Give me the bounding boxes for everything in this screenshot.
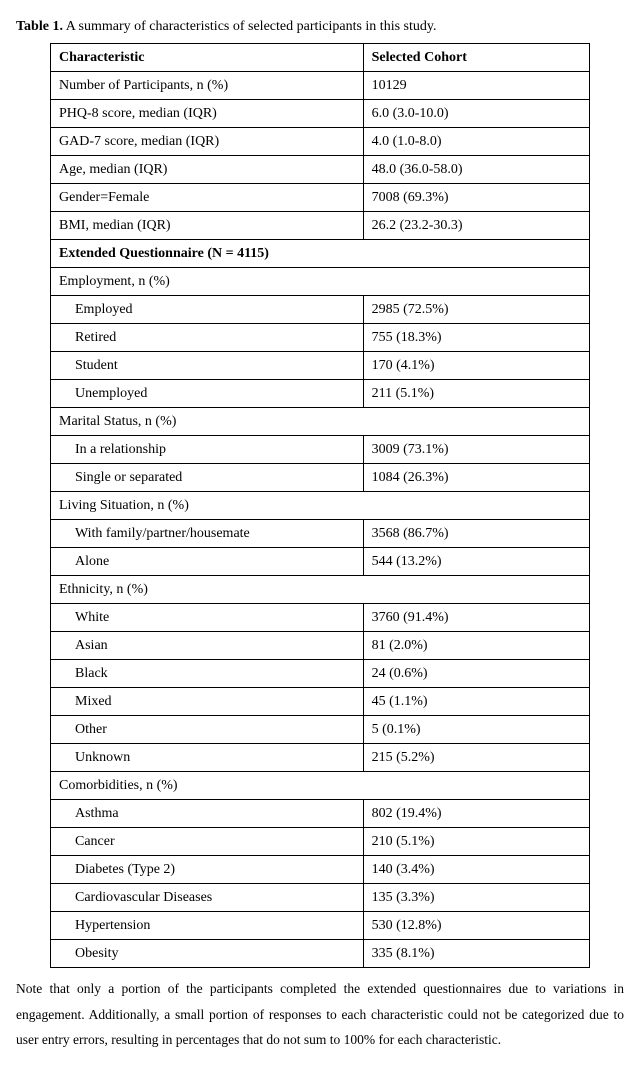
cell-characteristic: Alone [51,548,364,576]
cell-characteristic: Retired [51,324,364,352]
table-row: Hypertension530 (12.8%) [51,912,590,940]
table-row: Student170 (4.1%) [51,352,590,380]
cell-value: 24 (0.6%) [363,660,589,688]
table-row: White3760 (91.4%) [51,604,590,632]
table-row: Unemployed211 (5.1%) [51,380,590,408]
cell-value: 26.2 (23.2-30.3) [363,212,589,240]
cell-value: 10129 [363,72,589,100]
table-row: Single or separated1084 (26.3%) [51,464,590,492]
table-row: Age, median (IQR)48.0 (36.0-58.0) [51,156,590,184]
cell-value: 81 (2.0%) [363,632,589,660]
cell-value: 802 (19.4%) [363,800,589,828]
table-row: BMI, median (IQR)26.2 (23.2-30.3) [51,212,590,240]
table-row: Unknown215 (5.2%) [51,744,590,772]
table-row: Mixed45 (1.1%) [51,688,590,716]
table-row: Retired755 (18.3%) [51,324,590,352]
table-row: Diabetes (Type 2)140 (3.4%) [51,856,590,884]
cell-value: 1084 (26.3%) [363,464,589,492]
cell-characteristic: Hypertension [51,912,364,940]
cell-characteristic: Other [51,716,364,744]
cell-value: 6.0 (3.0-10.0) [363,100,589,128]
cell-value: 335 (8.1%) [363,940,589,968]
table-row: GAD-7 score, median (IQR)4.0 (1.0-8.0) [51,128,590,156]
cell-characteristic: Marital Status, n (%) [51,408,590,436]
cell-characteristic: Unemployed [51,380,364,408]
cell-characteristic: In a relationship [51,436,364,464]
cell-characteristic: With family/partner/housemate [51,520,364,548]
cell-characteristic: Black [51,660,364,688]
cell-value: 48.0 (36.0-58.0) [363,156,589,184]
cell-value: 3568 (86.7%) [363,520,589,548]
header-characteristic: Characteristic [51,44,364,72]
cell-characteristic: Cardiovascular Diseases [51,884,364,912]
cell-characteristic: Ethnicity, n (%) [51,576,590,604]
table-row: Marital Status, n (%) [51,408,590,436]
cell-value: 530 (12.8%) [363,912,589,940]
cell-characteristic: Age, median (IQR) [51,156,364,184]
cell-characteristic: PHQ-8 score, median (IQR) [51,100,364,128]
table-row: Other5 (0.1%) [51,716,590,744]
cell-characteristic: Living Situation, n (%) [51,492,590,520]
caption-label: Table 1. [16,19,63,34]
table-row: Gender=Female7008 (69.3%) [51,184,590,212]
caption-text: A summary of characteristics of selected… [66,19,437,34]
cell-characteristic: Student [51,352,364,380]
cell-characteristic: Single or separated [51,464,364,492]
cell-characteristic: Employed [51,296,364,324]
cell-characteristic: Diabetes (Type 2) [51,856,364,884]
cell-value: 544 (13.2%) [363,548,589,576]
cell-characteristic: Mixed [51,688,364,716]
cell-value: 170 (4.1%) [363,352,589,380]
cell-characteristic: Unknown [51,744,364,772]
table-row: Employment, n (%) [51,268,590,296]
header-cohort: Selected Cohort [363,44,589,72]
table-row: Black24 (0.6%) [51,660,590,688]
table-row: Asthma802 (19.4%) [51,800,590,828]
cell-characteristic: Employment, n (%) [51,268,590,296]
cell-value: 140 (3.4%) [363,856,589,884]
cell-value: 210 (5.1%) [363,828,589,856]
table-row: Asian81 (2.0%) [51,632,590,660]
table-row: Employed2985 (72.5%) [51,296,590,324]
cell-characteristic: Comorbidities, n (%) [51,772,590,800]
table-caption: Table 1. A summary of characteristics of… [16,16,624,37]
table-row: Alone544 (13.2%) [51,548,590,576]
characteristics-table: Characteristic Selected Cohort Number of… [50,43,590,968]
cell-characteristic: White [51,604,364,632]
cell-characteristic: Cancer [51,828,364,856]
cell-value: 45 (1.1%) [363,688,589,716]
table-row: Obesity335 (8.1%) [51,940,590,968]
table-row: With family/partner/housemate3568 (86.7%… [51,520,590,548]
table-footnote: Note that only a portion of the particip… [16,976,624,1053]
cell-value: 4.0 (1.0-8.0) [363,128,589,156]
cell-value: 215 (5.2%) [363,744,589,772]
cell-characteristic: Gender=Female [51,184,364,212]
cell-characteristic: Asthma [51,800,364,828]
table-row: Living Situation, n (%) [51,492,590,520]
table-row: In a relationship3009 (73.1%) [51,436,590,464]
cell-value: 755 (18.3%) [363,324,589,352]
cell-characteristic: Number of Participants, n (%) [51,72,364,100]
cell-value: 5 (0.1%) [363,716,589,744]
cell-characteristic: GAD-7 score, median (IQR) [51,128,364,156]
table-row: Cancer210 (5.1%) [51,828,590,856]
cell-value: 7008 (69.3%) [363,184,589,212]
cell-value: 211 (5.1%) [363,380,589,408]
cell-value: 2985 (72.5%) [363,296,589,324]
cell-value: 135 (3.3%) [363,884,589,912]
table-row: Cardiovascular Diseases135 (3.3%) [51,884,590,912]
table-row: Comorbidities, n (%) [51,772,590,800]
table-row: Extended Questionnaire (N = 4115) [51,240,590,268]
table-row: PHQ-8 score, median (IQR)6.0 (3.0-10.0) [51,100,590,128]
cell-value: 3009 (73.1%) [363,436,589,464]
cell-value: 3760 (91.4%) [363,604,589,632]
cell-characteristic: Asian [51,632,364,660]
table-row: Number of Participants, n (%)10129 [51,72,590,100]
cell-characteristic: BMI, median (IQR) [51,212,364,240]
cell-characteristic: Extended Questionnaire (N = 4115) [51,240,590,268]
table-header-row: Characteristic Selected Cohort [51,44,590,72]
table-row: Ethnicity, n (%) [51,576,590,604]
cell-characteristic: Obesity [51,940,364,968]
